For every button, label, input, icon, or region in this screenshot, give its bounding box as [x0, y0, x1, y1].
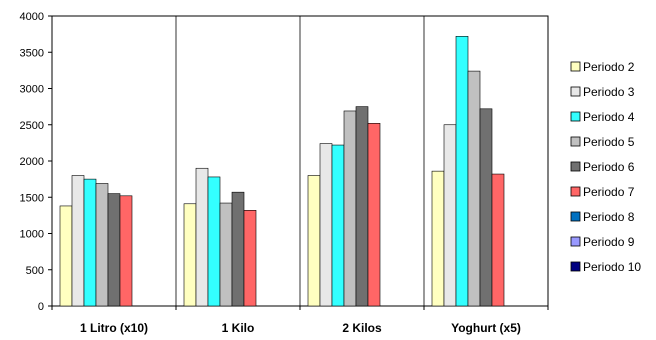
- bar: [231, 191, 245, 307]
- bar: [243, 210, 257, 307]
- bar: [195, 167, 209, 307]
- legend-label: Periodo 4: [583, 110, 635, 124]
- legend-swatch: [570, 111, 581, 122]
- bar: [319, 143, 333, 307]
- bar: [455, 35, 469, 307]
- x-category-label: 2 Kilos: [342, 321, 382, 335]
- legend-swatch: [570, 86, 581, 97]
- legend-swatch: [570, 261, 581, 272]
- bar: [183, 203, 197, 307]
- legend-label: Periodo 2: [583, 60, 635, 74]
- bar: [343, 110, 357, 307]
- x-category-label: 1 Litro (x10): [80, 321, 148, 335]
- legend-swatch: [570, 211, 581, 222]
- legend-swatch: [570, 236, 581, 247]
- y-tick-label: 1000: [20, 229, 44, 241]
- y-tick-label: 3000: [20, 84, 44, 96]
- y-tick-label: 4000: [20, 11, 44, 23]
- bar: [219, 202, 233, 307]
- bar: [431, 170, 445, 307]
- legend-label: Periodo 5: [583, 135, 635, 149]
- legend-label: Periodo 3: [583, 85, 635, 99]
- bar: [95, 183, 109, 307]
- y-tick-label: 0: [38, 301, 44, 313]
- bar: [307, 175, 321, 307]
- bar: [491, 173, 505, 307]
- legend-swatch: [570, 186, 581, 197]
- bar: [331, 144, 345, 307]
- bar: [119, 195, 133, 307]
- bar: [479, 108, 493, 307]
- bar: [107, 193, 121, 307]
- bar: [71, 175, 85, 307]
- y-tick-label: 2500: [20, 120, 44, 132]
- legend-swatch: [570, 161, 581, 172]
- legend-label: Periodo 6: [583, 160, 635, 174]
- bar: [207, 176, 221, 307]
- bar: [59, 205, 73, 307]
- legend-swatch: [570, 61, 581, 72]
- x-category-label: 1 Kilo: [222, 321, 255, 335]
- y-tick-label: 3500: [20, 47, 44, 59]
- legend-label: Periodo 8: [583, 210, 635, 224]
- y-tick-label: 500: [26, 265, 44, 277]
- bar: [367, 123, 381, 307]
- legend-label: Periodo 9: [583, 235, 635, 249]
- legend-label: Periodo 7: [583, 185, 635, 199]
- bar: [467, 70, 481, 307]
- bar: [355, 106, 369, 307]
- bar: [83, 178, 97, 307]
- bar: [443, 124, 457, 307]
- y-tick-label: 1500: [20, 192, 44, 204]
- y-tick-label: 2000: [20, 156, 44, 168]
- legend-label: Periodo 10: [583, 260, 641, 274]
- legend-swatch: [570, 136, 581, 147]
- x-category-label: Yoghurt (x5): [451, 321, 521, 335]
